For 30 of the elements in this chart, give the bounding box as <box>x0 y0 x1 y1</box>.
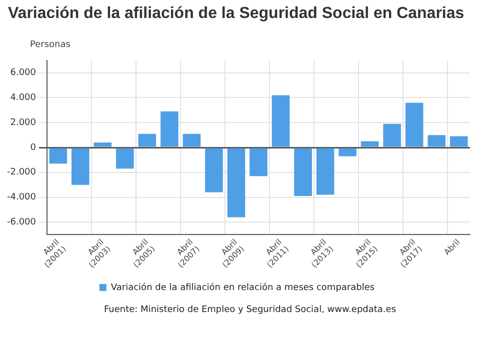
bar <box>94 142 112 147</box>
y-tick-label: -4.000 <box>6 192 36 203</box>
bar <box>116 148 134 169</box>
bar <box>138 134 156 147</box>
bar <box>72 148 90 185</box>
bar <box>338 148 356 156</box>
y-axis-title: Personas <box>30 40 70 50</box>
bar <box>450 136 468 147</box>
bar <box>49 148 68 164</box>
bar <box>272 95 290 147</box>
legend-label: Variación de la afiliación en relación a meses comparables <box>110 282 375 293</box>
bar <box>360 141 379 147</box>
y-tick-label: -6.000 <box>6 218 36 228</box>
source-note: Fuente: Ministerio de Empleo y Seguridad Social, www.epdata.es <box>102 305 398 315</box>
bar <box>405 102 424 147</box>
y-tick-label: 0 <box>30 142 36 153</box>
chart-title: Variación de la afiliación de la Seguridad Social en Canarias <box>8 5 464 23</box>
y-tick-label: 2.000 <box>10 118 36 128</box>
bar <box>250 148 268 176</box>
bar <box>316 148 334 195</box>
bar <box>182 134 201 147</box>
y-tick-label: 6.000 <box>10 68 36 78</box>
bar <box>205 148 223 192</box>
bar <box>227 148 246 218</box>
bar <box>428 135 446 147</box>
bar <box>383 124 401 147</box>
y-tick-label: 4.000 <box>10 93 36 104</box>
bar <box>294 148 312 196</box>
bar <box>160 111 178 147</box>
y-tick-label: -2.000 <box>6 168 36 178</box>
